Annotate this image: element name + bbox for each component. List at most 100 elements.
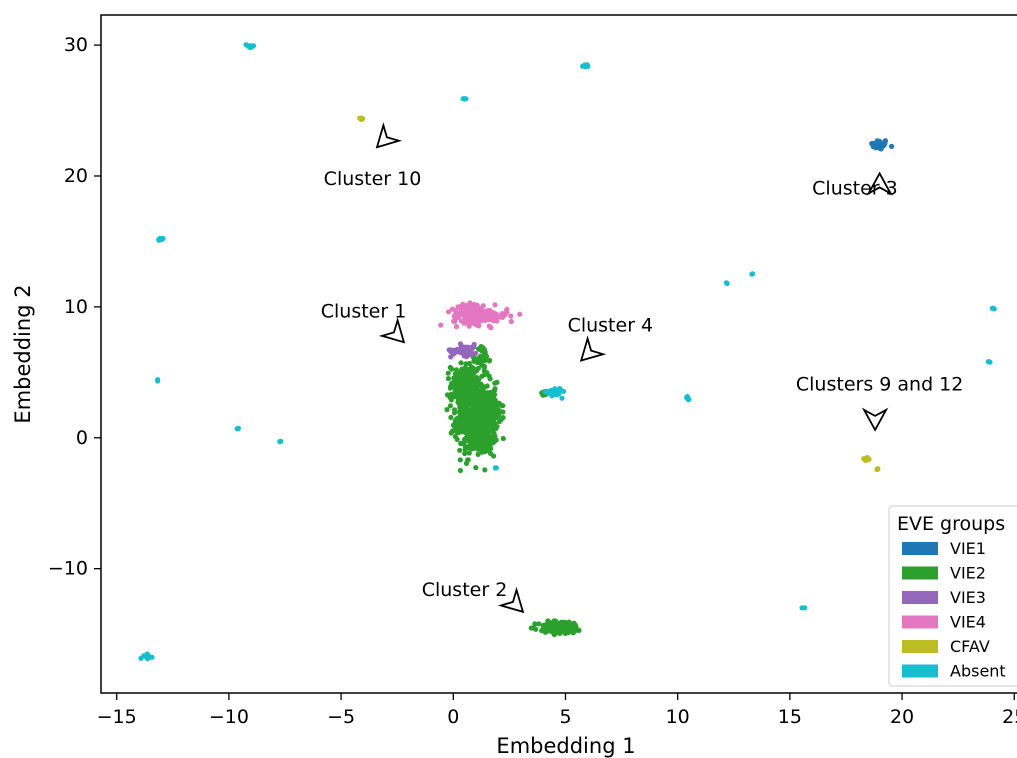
point-vie2 [486, 407, 492, 414]
point-vie2 [450, 428, 456, 434]
point-absent [155, 378, 161, 384]
point-vie2 [479, 373, 485, 379]
point-vie2 [447, 385, 453, 391]
point-vie2 [464, 444, 470, 450]
point-vie2 [449, 366, 455, 372]
x-tick-label: 15 [778, 706, 802, 728]
plot-frame [100, 14, 1017, 694]
annotation-label: Cluster 4 [568, 315, 654, 337]
x-tick-label: 0 [447, 706, 459, 728]
point-vie2 [471, 384, 477, 390]
point-vie1 [881, 139, 888, 145]
annotation-label: Cluster 3 [812, 177, 898, 199]
point-absent [802, 605, 808, 611]
point-absent [686, 396, 692, 402]
point-vie2 [475, 399, 481, 405]
point-vie2 [482, 409, 488, 415]
point-vie2 [557, 620, 563, 627]
y-tick-label: 30 [64, 34, 88, 56]
x-tick-label: 5 [559, 706, 571, 728]
point-vie2 [473, 465, 479, 471]
point-vie4 [480, 303, 486, 309]
point-vie2 [474, 367, 480, 374]
x-tick-label: 25 [1002, 706, 1017, 728]
point-vie4 [476, 305, 482, 312]
point-vie4 [508, 318, 514, 325]
legend-swatch-cfav [902, 640, 938, 653]
point-vie2 [449, 380, 455, 386]
point-vie2 [491, 414, 497, 420]
point-vie2 [460, 389, 466, 395]
point-vie4 [486, 314, 492, 320]
legend-label-vie2: VIE2 [950, 564, 986, 583]
point-vie4 [465, 303, 471, 309]
point-vie2 [473, 413, 479, 419]
point-vie2 [475, 451, 481, 457]
point-vie2 [571, 620, 577, 626]
point-absent [145, 656, 151, 662]
legend-label-vie3: VIE3 [950, 588, 986, 607]
point-vie4 [470, 320, 476, 326]
annotation: Cluster 3 [812, 171, 898, 199]
scatter-points [138, 42, 997, 662]
point-vie2 [492, 391, 498, 398]
legend-swatch-vie4 [902, 615, 938, 629]
point-vie2 [465, 381, 471, 387]
point-vie2 [551, 618, 557, 624]
point-vie4 [486, 307, 492, 313]
point-vie2 [546, 627, 552, 633]
annotation-arrow [861, 407, 889, 432]
point-vie4 [490, 318, 496, 324]
point-vie2 [474, 375, 480, 381]
point-vie2 [448, 414, 454, 420]
point-vie2 [487, 450, 493, 456]
point-vie4 [478, 316, 484, 323]
point-vie2 [452, 433, 458, 440]
annotation-label: Cluster 2 [422, 579, 508, 601]
point-vie2 [479, 446, 485, 452]
point-vie2 [460, 440, 466, 446]
annotation-arrow [375, 122, 403, 149]
point-vie3 [457, 346, 463, 352]
point-absent [989, 305, 995, 311]
point-vie2 [474, 359, 480, 366]
annotation-arrow [579, 335, 607, 362]
point-vie2 [464, 392, 470, 398]
point-vie2 [465, 431, 471, 437]
point-vie2 [479, 392, 485, 398]
point-vie1 [874, 140, 880, 146]
legend-swatch-vie1 [902, 542, 938, 555]
series-vie1 [869, 138, 895, 152]
point-absent [141, 653, 147, 659]
point-vie2 [463, 361, 469, 367]
point-vie4 [445, 309, 452, 315]
x-tick-label: −15 [97, 706, 137, 728]
point-vie4 [508, 313, 514, 319]
point-vie2 [492, 405, 498, 411]
point-vie4 [492, 302, 498, 308]
point-vie4 [460, 304, 466, 310]
point-vie2 [486, 442, 492, 448]
point-vie2 [500, 415, 506, 421]
point-vie3 [464, 347, 470, 354]
point-vie2 [466, 450, 472, 456]
annotation-arrow [497, 586, 525, 614]
point-absent [552, 386, 558, 392]
point-vie2 [462, 451, 468, 457]
point-vie1 [878, 146, 884, 152]
point-vie4 [488, 325, 494, 331]
point-vie2 [481, 347, 487, 353]
point-vie2 [445, 376, 451, 382]
point-vie2 [486, 393, 492, 400]
point-cfav [875, 466, 881, 472]
point-vie1 [889, 143, 895, 149]
point-vie4 [498, 313, 504, 319]
point-vie2 [482, 415, 488, 421]
point-vie2 [500, 403, 506, 409]
point-vie2 [486, 399, 493, 405]
point-vie3 [448, 354, 454, 360]
point-vie2 [458, 360, 464, 366]
x-tick-label: −10 [209, 706, 249, 728]
point-vie4 [449, 306, 455, 312]
x-axis-label: Embedding 1 [496, 734, 635, 758]
